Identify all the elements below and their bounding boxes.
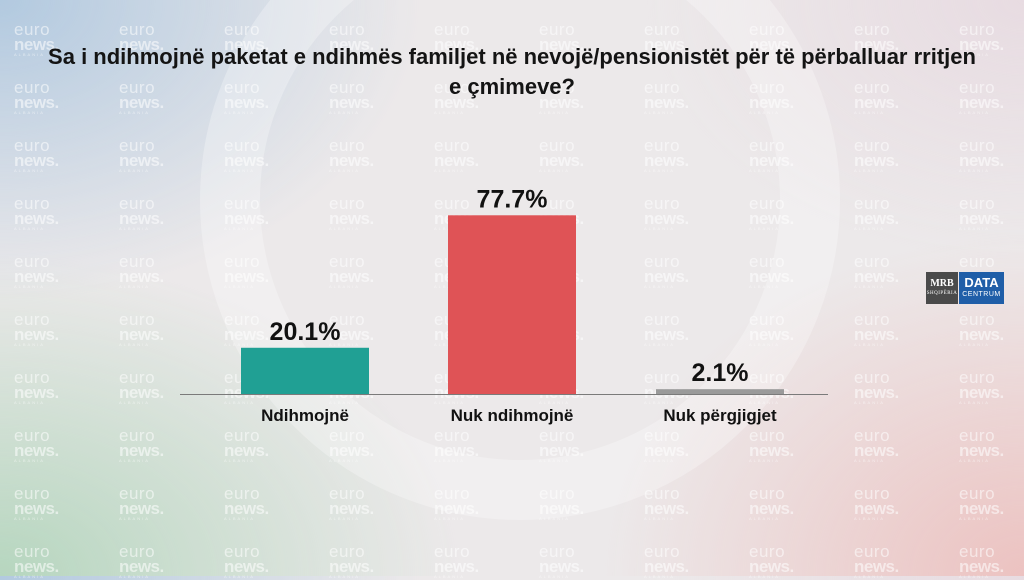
data-logo-text: DATA (964, 275, 999, 290)
mrb-logo-text: MRB (930, 278, 954, 289)
mrb-datacentrum-logo: MRB SHQIPËRIA DATA CENTRUM (926, 272, 1004, 304)
mrb-logo: MRB SHQIPËRIA (926, 272, 958, 304)
bar-value-label: 77.7% (477, 185, 548, 213)
bar-value-label: 2.1% (692, 359, 749, 387)
mrb-logo-subtext: SHQIPËRIA (926, 291, 958, 296)
bar-1 (241, 347, 369, 394)
bar-value-label: 20.1% (270, 318, 341, 346)
data-centrum-logo: DATA CENTRUM (959, 272, 1004, 304)
centrum-logo-text: CENTRUM (962, 291, 1001, 298)
bar-3 (656, 389, 784, 394)
category-label: Nuk ndihmojnë (451, 406, 574, 425)
bar-2 (448, 215, 576, 394)
category-label: Ndihmojnë (261, 406, 349, 425)
chart-title: Sa i ndihmojnë paketat e ndihmës familje… (48, 44, 976, 99)
category-label: Nuk përgjigjet (663, 406, 777, 425)
